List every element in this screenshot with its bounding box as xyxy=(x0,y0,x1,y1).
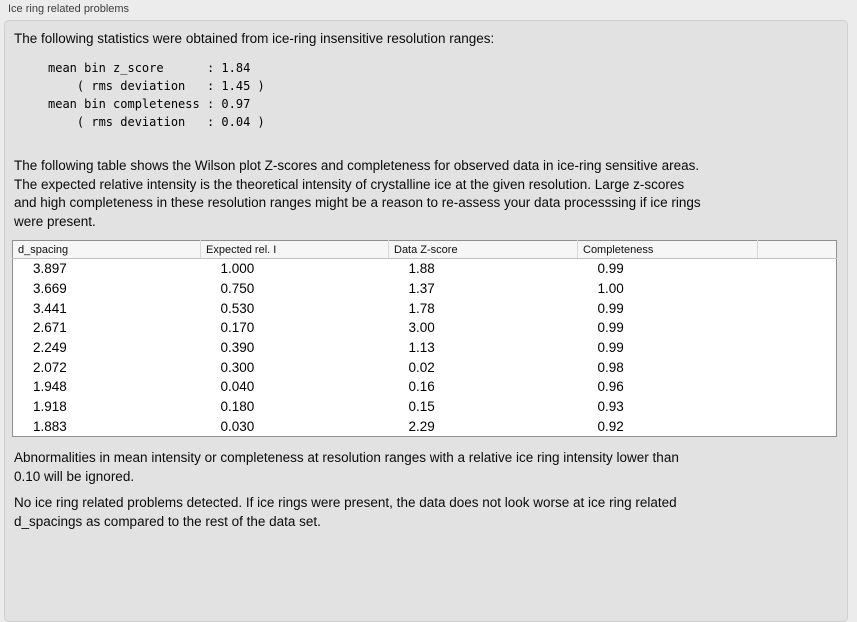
table-cell: 1.13 xyxy=(408,340,435,356)
table-row[interactable]: 3.441 0.530 1.78 0.99 xyxy=(13,298,837,318)
table-cell: 0.170 xyxy=(220,320,255,336)
table-cell: 0.02 xyxy=(408,359,435,375)
table-cell: 2.29 xyxy=(408,418,435,434)
table-container: d_spacing Expected rel. I Data Z-score Comp… xyxy=(12,240,837,438)
table-cell: 1.88 xyxy=(408,261,435,277)
table-row[interactable]: 2.249 0.390 1.13 0.99 xyxy=(13,338,837,358)
table-row[interactable]: 1.883 0.030 2.29 0.92 xyxy=(13,417,837,437)
conclusion-text: No ice ring related problems detected. I… xyxy=(14,495,677,529)
table-cell: 1.948 xyxy=(33,379,67,395)
table-cell: 2.072 xyxy=(33,359,67,375)
table-cell: 0.15 xyxy=(408,399,435,415)
ice-ring-table: d_spacing Expected rel. I Data Z-score Comp… xyxy=(12,240,837,438)
table-header: d_spacing Expected rel. I Data Z-score Comp… xyxy=(12,240,837,259)
table-cell: 0.93 xyxy=(597,399,624,415)
table-cell: 2.249 xyxy=(33,340,67,356)
table-row[interactable]: 1.918 0.180 0.15 0.93 xyxy=(13,397,837,417)
table-cell xyxy=(758,259,837,279)
table-cell: 0.16 xyxy=(408,379,435,395)
column-header[interactable]: Completeness xyxy=(577,240,758,259)
table-cell: 0.99 xyxy=(597,320,624,336)
table-cell: 0.92 xyxy=(597,418,624,434)
table-cell: 1.918 xyxy=(33,399,67,415)
table-cell: 0.180 xyxy=(220,399,255,415)
table-cell: 0.030 xyxy=(220,418,255,434)
table-row[interactable]: 2.072 0.300 0.02 0.98 xyxy=(13,357,837,377)
table-cell xyxy=(758,377,837,397)
table-cell: 3.669 xyxy=(33,281,67,297)
table-cell: 0.96 xyxy=(597,379,624,395)
table-cell xyxy=(758,397,837,417)
ice-ring-panel: { "panel": { "title": "Ice ring related … xyxy=(4,3,848,622)
table-cell: 0.530 xyxy=(220,300,255,316)
table-body: 3.897 1.000 1.88 0.99 3.669 0.750 1.37 1.00 3.44… xyxy=(13,259,837,437)
table-cell: 0.040 xyxy=(220,379,255,395)
table-cell: 2.671 xyxy=(33,320,67,336)
group-box: The following statistics were obtained f… xyxy=(4,20,848,622)
table-cell: 0.98 xyxy=(597,359,624,375)
table-cell: 0.99 xyxy=(597,300,624,316)
table-row[interactable]: 3.897 1.000 1.88 0.99 xyxy=(13,259,837,279)
table-cell xyxy=(758,279,837,299)
intro-text: The following statistics were obtained f… xyxy=(14,31,495,46)
table-cell xyxy=(758,298,837,318)
table-cell: 0.750 xyxy=(220,281,255,297)
table-cell: 1.78 xyxy=(408,300,435,316)
table-row[interactable]: 2.671 0.170 3.00 0.99 xyxy=(13,318,837,338)
table-cell: 0.99 xyxy=(597,261,624,277)
table-cell: 1.883 xyxy=(33,418,67,434)
table-row[interactable]: 3.669 0.750 1.37 1.00 xyxy=(13,279,837,299)
table-header-row: d_spacing Expected rel. I Data Z-score Comp… xyxy=(12,240,837,259)
table-cell: 1.00 xyxy=(597,281,624,297)
table-cell: 3.897 xyxy=(33,261,67,277)
column-header[interactable]: d_spacing xyxy=(12,240,201,259)
column-header[interactable]: Data Z-score xyxy=(388,240,578,259)
ignore-note-text: Abnormalities in mean intensity or compl… xyxy=(14,450,679,484)
table-description-text: The following table shows the Wilson plo… xyxy=(14,158,701,229)
table-cell xyxy=(758,357,837,377)
column-header[interactable]: Expected rel. I xyxy=(200,240,389,259)
table-cell: 0.300 xyxy=(220,359,255,375)
table-cell xyxy=(758,417,837,437)
table-row[interactable]: 1.948 0.040 0.16 0.96 xyxy=(13,377,837,397)
table-cell xyxy=(758,318,837,338)
table-cell: 1.000 xyxy=(220,261,255,277)
group-box-title: Ice ring related problems xyxy=(8,3,130,15)
statistics-block: mean bin z_score : 1.84 ( rms deviation … xyxy=(48,61,265,129)
column-header[interactable] xyxy=(757,240,837,259)
table-cell: 3.441 xyxy=(33,300,67,316)
table-cell: 3.00 xyxy=(408,320,435,336)
table-cell: 1.37 xyxy=(408,281,435,297)
table-cell: 0.390 xyxy=(220,340,255,356)
table-cell xyxy=(758,338,837,358)
table-cell: 0.99 xyxy=(597,340,624,356)
